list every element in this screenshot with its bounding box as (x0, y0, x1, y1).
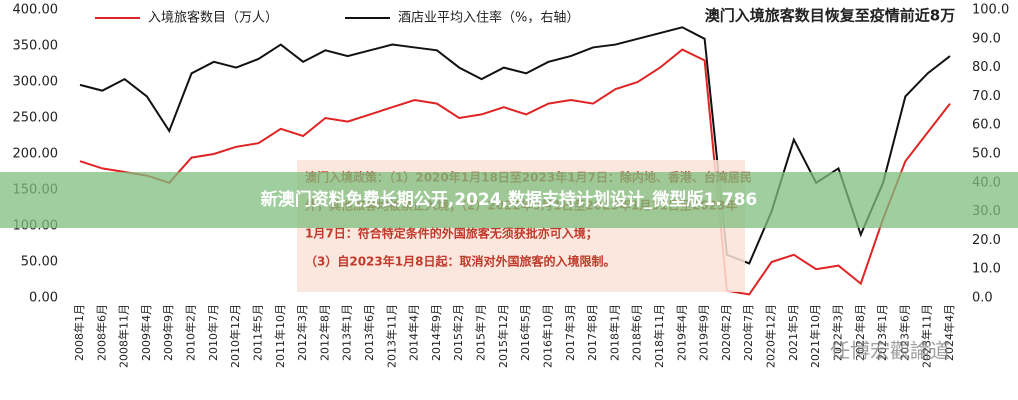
x-tick-label: 2016年10月 (540, 304, 554, 368)
x-tick-label: 2020年12月 (764, 304, 778, 368)
x-tick-label: 2012年3月 (295, 304, 309, 361)
x-tick-label: 2020年7月 (741, 304, 755, 361)
x-tick-label: 2015年2月 (451, 304, 465, 361)
x-tick-label: 2018年11月 (652, 304, 666, 368)
x-tick-label: 2016年5月 (518, 304, 532, 361)
x-tick-label: 2015年12月 (496, 304, 510, 368)
y2-tick-label: 50.0 (972, 147, 1001, 162)
x-tick-label: 2023年11月 (920, 304, 934, 368)
x-tick-label: 2021年10月 (808, 304, 822, 368)
banner-text: 新澳门资料免费长期公开,2024,数据支持计划设计_微型版1.786 (261, 189, 758, 210)
x-tick-label: 2022年8月 (853, 304, 867, 361)
x-tick-label: 2013年6月 (362, 304, 376, 361)
y-tick-label: 200.00 (13, 147, 59, 162)
x-tick-label: 2019年4月 (674, 304, 688, 361)
x-tick-label: 2008年6月 (94, 304, 108, 361)
x-tick-label: 2008年11月 (117, 304, 131, 368)
x-tick-label: 2023年1月 (875, 304, 889, 361)
x-tick-label: 2015年7月 (474, 304, 488, 361)
y-tick-label: 250.00 (13, 111, 59, 126)
x-tick-label: 2023年6月 (897, 304, 911, 361)
x-tick-label: 2017年3月 (563, 304, 577, 361)
x-tick-label: 2009年4月 (139, 304, 153, 361)
chart-title: 澳门入境旅客数目恢复至疫情前近8万 (705, 7, 955, 25)
y2-tick-label: 10.0 (972, 262, 1001, 277)
y-tick-label: 300.00 (13, 75, 59, 90)
x-tick-label: 2011年10月 (273, 304, 287, 368)
x-tick-label: 2010年12月 (228, 304, 242, 368)
x-tick-label: 2014年9月 (429, 304, 443, 361)
y2-tick-label: 90.0 (972, 31, 1001, 46)
x-tick-label: 2024年4月 (942, 304, 956, 361)
legend-label: 入境旅客数目（万人） (148, 10, 278, 26)
x-tick-label: 2018年6月 (630, 304, 644, 361)
series-line (79, 48, 951, 296)
watermark: 任博宏觀論道 (830, 339, 950, 363)
x-tick-label: 2013年11月 (384, 304, 398, 368)
x-tick-label: 2017年8月 (585, 304, 599, 361)
x-tick-label: 2021年5月 (786, 304, 800, 361)
annotation-text: 1月7日：符合特定条件的外国旅客无须获批亦可入境； (305, 226, 598, 241)
x-tick-label: 2018年1月 (607, 304, 621, 361)
y2-tick-label: 0.0 (972, 291, 993, 306)
x-tick-label: 2019年9月 (697, 304, 711, 361)
x-tick-label: 2012年8月 (317, 304, 331, 361)
x-tick-label: 2008年1月 (72, 304, 86, 361)
x-tick-label: 2009年9月 (161, 304, 175, 361)
annotation-text: （3）自2023年1月8日起：取消对外国旅客的入境限制。 (305, 254, 615, 269)
x-tick-label: 2020年2月 (719, 304, 733, 361)
y-tick-label: 350.00 (13, 39, 59, 54)
y2-tick-label: 20.0 (972, 233, 1001, 248)
x-tick-label: 2010年2月 (184, 304, 198, 361)
x-tick-label: 2014年4月 (407, 304, 421, 361)
x-tick-label: 2013年1月 (340, 304, 354, 361)
y-tick-label: 50.00 (21, 255, 58, 270)
banner (0, 172, 1018, 228)
y2-tick-label: 100.0 (972, 3, 1009, 18)
y2-tick-label: 70.0 (972, 89, 1001, 104)
legend-label: 酒店业平均入住率（%，右轴） (398, 10, 579, 26)
x-tick-label: 2010年7月 (206, 304, 220, 361)
x-tick-label: 2011年5月 (250, 304, 264, 361)
y-tick-label: 400.00 (13, 3, 59, 18)
y2-tick-label: 60.0 (972, 118, 1001, 133)
y-tick-label: 0.00 (29, 291, 58, 306)
y2-tick-label: 80.0 (972, 60, 1001, 75)
x-tick-label: 2022年3月 (830, 304, 844, 361)
series-line (79, 26, 951, 265)
